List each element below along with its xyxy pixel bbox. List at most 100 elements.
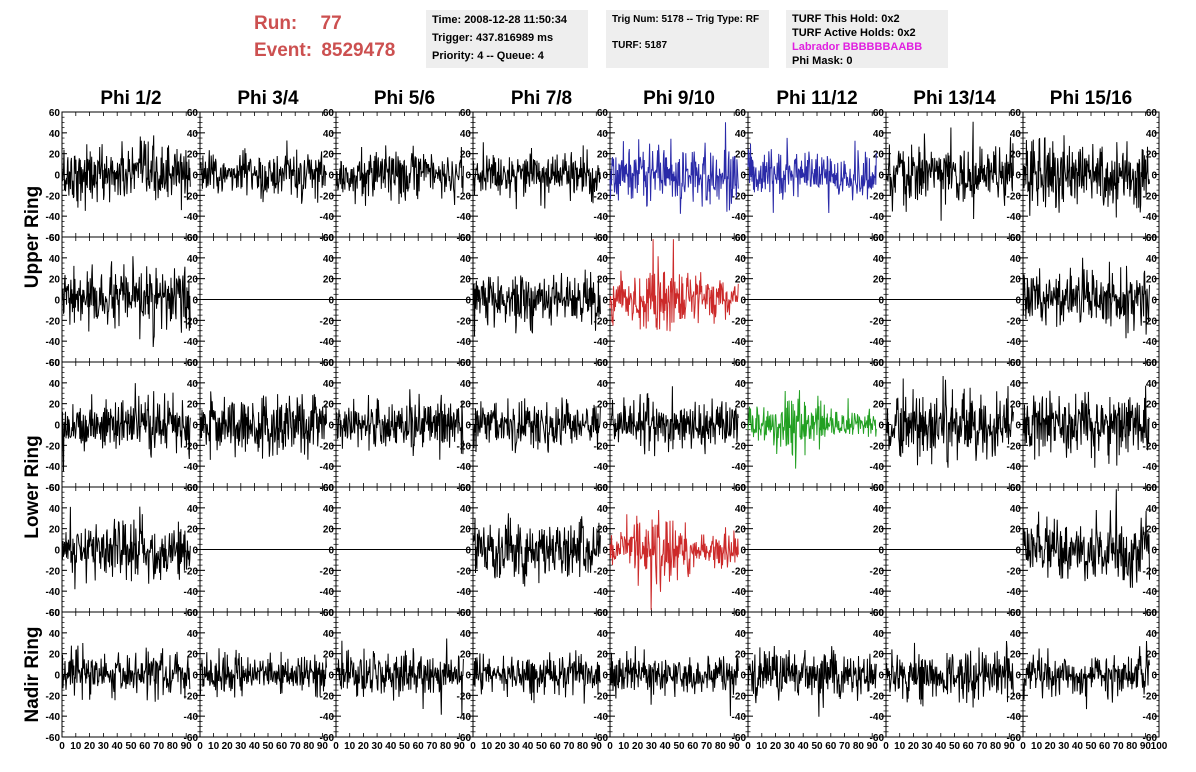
y-tick-label: -60 bbox=[46, 233, 61, 244]
x-tick-label: 20 bbox=[84, 741, 96, 752]
waveform-trace bbox=[747, 137, 877, 214]
x-tick-label: 40 bbox=[798, 741, 810, 752]
x-tick-label: 0 bbox=[197, 741, 203, 752]
y-tick-label: 40 bbox=[735, 254, 747, 265]
y-tick-label: 20 bbox=[460, 650, 472, 661]
waveform-trace bbox=[885, 375, 1014, 468]
y-tick-label: 0 bbox=[192, 546, 198, 557]
y-tick-label: 40 bbox=[1010, 129, 1022, 140]
y-tick-label: -20 bbox=[184, 191, 199, 202]
y-tick-label: 20 bbox=[597, 525, 609, 536]
y-tick-label: 20 bbox=[1010, 275, 1022, 286]
y-tick-label: -60 bbox=[594, 733, 609, 744]
y-tick-label: 0 bbox=[54, 546, 60, 557]
y-tick-label: -60 bbox=[1007, 483, 1022, 494]
y-tick-label: 20 bbox=[735, 400, 747, 411]
y-tick-label: -60 bbox=[870, 233, 885, 244]
y-tick-label: 0 bbox=[54, 171, 60, 182]
y-tick-label: -40 bbox=[457, 712, 472, 723]
column-header: Phi 9/10 bbox=[643, 88, 715, 109]
waveform-trace bbox=[1022, 257, 1150, 339]
waveform-trace bbox=[61, 256, 191, 348]
y-tick-label: 40 bbox=[1146, 129, 1158, 140]
y-tick-label: -60 bbox=[1143, 733, 1158, 744]
y-tick-label: -20 bbox=[594, 441, 609, 452]
y-tick-label: -60 bbox=[594, 483, 609, 494]
waveform-trace bbox=[61, 135, 191, 211]
y-tick-label: 40 bbox=[460, 254, 472, 265]
y-tick-label: 0 bbox=[328, 671, 334, 682]
y-tick-label: 20 bbox=[597, 650, 609, 661]
y-tick-label: -20 bbox=[870, 316, 885, 327]
event-line: Event: 8529478 bbox=[254, 37, 395, 64]
x-tick-label: 0 bbox=[59, 741, 65, 752]
x-tick-label: 40 bbox=[522, 741, 534, 752]
event-label: Event: bbox=[254, 40, 313, 61]
x-tick-label: 70 bbox=[563, 741, 575, 752]
x-tick-label: 10 bbox=[894, 741, 906, 752]
y-tick-label: -20 bbox=[1007, 191, 1022, 202]
y-tick-label: -60 bbox=[594, 233, 609, 244]
y-tick-label: -20 bbox=[1143, 191, 1158, 202]
y-tick-label: 40 bbox=[1146, 629, 1158, 640]
x-tick-label: 30 bbox=[784, 741, 796, 752]
y-tick-label: 0 bbox=[602, 421, 608, 432]
y-tick-label: 0 bbox=[192, 421, 198, 432]
turf-text: TURF: 5187 bbox=[612, 40, 668, 51]
y-tick-label: 60 bbox=[735, 483, 747, 494]
y-tick-label: -40 bbox=[46, 337, 61, 348]
waveform-trace bbox=[885, 640, 1014, 708]
waveform-trace bbox=[61, 642, 191, 702]
y-tick-label: 20 bbox=[323, 150, 335, 161]
y-tick-label: -20 bbox=[457, 566, 472, 577]
y-tick-label: -40 bbox=[457, 587, 472, 598]
y-tick-label: 0 bbox=[1015, 296, 1021, 307]
y-tick-label: 20 bbox=[460, 400, 472, 411]
y-tick-label: -60 bbox=[1007, 733, 1022, 744]
y-tick-label: -40 bbox=[732, 587, 747, 598]
column-header: Phi 1/2 bbox=[100, 88, 161, 109]
y-tick-label: 20 bbox=[187, 400, 199, 411]
x-tick-label: 30 bbox=[922, 741, 934, 752]
x-tick-label: 90 bbox=[867, 741, 879, 752]
y-tick-label: -60 bbox=[184, 608, 199, 619]
waveform-trace bbox=[609, 122, 739, 214]
x-tick-label: 10 bbox=[344, 741, 356, 752]
y-tick-label: -60 bbox=[732, 358, 747, 369]
waveform-trace bbox=[609, 646, 739, 717]
x-tick-label: 20 bbox=[1045, 741, 1057, 752]
x-tick-label: 70 bbox=[976, 741, 988, 752]
y-tick-label: 0 bbox=[740, 296, 746, 307]
x-tick-label: 40 bbox=[385, 741, 397, 752]
column-header: Phi 5/6 bbox=[374, 88, 435, 109]
y-tick-label: 60 bbox=[873, 108, 885, 119]
y-tick-label: 40 bbox=[735, 379, 747, 390]
x-tick-label: 50 bbox=[949, 741, 961, 752]
x-tick-label: 80 bbox=[577, 741, 589, 752]
y-tick-label: 0 bbox=[328, 421, 334, 432]
y-tick-label: 20 bbox=[49, 525, 61, 536]
y-tick-label: -60 bbox=[46, 483, 61, 494]
y-tick-label: 40 bbox=[49, 504, 61, 515]
y-tick-label: 20 bbox=[1010, 400, 1022, 411]
waveform-trace bbox=[61, 506, 191, 590]
waveform-trace bbox=[199, 648, 327, 698]
y-tick-label: 40 bbox=[1146, 254, 1158, 265]
waveform-trace bbox=[199, 391, 327, 460]
turf-hold-text: TURF This Hold: 0x2 bbox=[792, 13, 900, 25]
y-tick-label: -20 bbox=[732, 191, 747, 202]
y-tick-label: 20 bbox=[460, 525, 472, 536]
y-tick-label: 40 bbox=[735, 129, 747, 140]
x-tick-label: 30 bbox=[1058, 741, 1070, 752]
y-tick-label: 60 bbox=[1010, 608, 1022, 619]
x-tick-label: 0 bbox=[470, 741, 476, 752]
y-tick-label: 40 bbox=[597, 379, 609, 390]
x-tick-label: 60 bbox=[413, 741, 425, 752]
y-tick-label: 60 bbox=[735, 358, 747, 369]
y-tick-label: 60 bbox=[323, 233, 335, 244]
y-tick-label: -20 bbox=[184, 316, 199, 327]
y-tick-label: -40 bbox=[184, 337, 199, 348]
x-tick-label: 90 bbox=[454, 741, 466, 752]
y-tick-label: 40 bbox=[323, 629, 335, 640]
y-tick-label: 60 bbox=[460, 358, 472, 369]
